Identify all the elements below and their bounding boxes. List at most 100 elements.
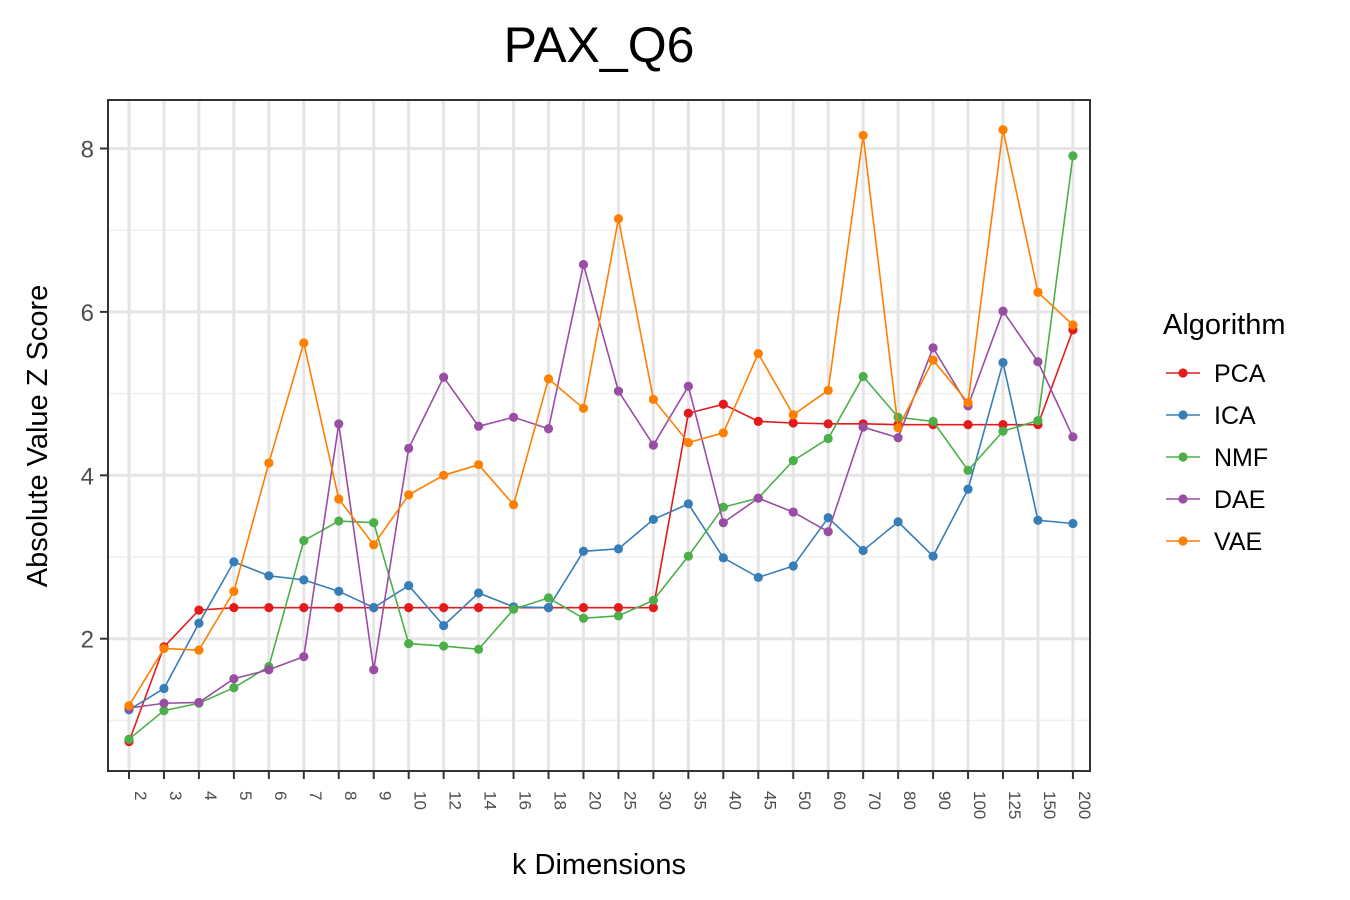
data-point-dae (439, 372, 449, 382)
data-point-dae (229, 674, 239, 684)
legend-label-nmf: NMF (1214, 444, 1268, 472)
data-point-ica (1033, 515, 1043, 525)
data-point-dae (998, 306, 1008, 316)
legend-key-point-dae (1178, 494, 1188, 504)
data-point-vae (508, 500, 519, 510)
data-point-pca (474, 603, 484, 613)
data-point-pca (404, 603, 414, 613)
data-point-vae (578, 403, 589, 413)
legend-key-point-ica (1178, 410, 1188, 420)
data-point-pca (998, 420, 1008, 430)
x-tick-label: 20 (585, 791, 604, 810)
y-tick-label: 6 (81, 300, 94, 327)
data-point-ica (648, 514, 659, 525)
data-point-dae (718, 518, 728, 528)
x-tick-label: 14 (481, 791, 500, 810)
plot-panel-border (107, 99, 1091, 772)
legend-key-point-vae (1178, 536, 1188, 546)
data-point-pca (229, 603, 239, 613)
data-point-pca (753, 416, 763, 426)
legend-item-vae: VAE (1166, 528, 1262, 556)
legend-key-point-pca (1178, 368, 1188, 378)
data-point-pca (334, 603, 344, 613)
series-line-vae (128, 129, 1074, 707)
data-point-ica (264, 571, 274, 581)
data-point-ica (299, 575, 309, 585)
x-tick-label: 150 (1040, 791, 1059, 819)
series-layer (124, 125, 1078, 747)
x-tick-label: 5 (236, 791, 255, 800)
data-point-vae (543, 374, 554, 384)
x-tick-label: 125 (1005, 791, 1024, 819)
data-point-dae (788, 507, 798, 517)
data-point-nmf (788, 455, 798, 466)
data-point-nmf (858, 371, 868, 382)
data-point-ica (823, 513, 833, 523)
data-point-vae (159, 643, 169, 654)
data-point-nmf (613, 611, 624, 621)
data-point-vae (893, 423, 903, 433)
data-point-dae (578, 259, 589, 270)
data-point-dae (299, 652, 309, 662)
data-point-vae (928, 355, 938, 365)
data-point-ica (1068, 518, 1078, 529)
x-tick-label: 50 (795, 791, 814, 810)
data-point-vae (229, 586, 239, 596)
data-point-nmf (1068, 151, 1078, 161)
data-point-dae (1068, 432, 1078, 442)
legend-key-point-nmf (1178, 452, 1188, 462)
data-point-ica (334, 586, 344, 596)
data-point-nmf (648, 595, 659, 605)
legend-label-pca: PCA (1214, 360, 1266, 388)
x-tick-label: 45 (760, 791, 779, 810)
y-axis-title: Absolute Value Z Score (22, 285, 54, 588)
x-tick-label: 60 (830, 791, 849, 810)
data-point-pca (299, 603, 309, 613)
x-tick-label: 90 (935, 791, 954, 810)
data-point-ica (928, 551, 938, 561)
data-point-nmf (124, 734, 134, 744)
data-point-vae (683, 438, 693, 448)
data-point-nmf (998, 426, 1008, 436)
x-tick-label: 70 (865, 791, 884, 810)
x-tick-label: 30 (655, 791, 674, 810)
x-tick-label: 3 (166, 791, 185, 800)
data-point-vae (963, 397, 973, 408)
data-point-ica (858, 545, 868, 556)
data-point-pca (718, 399, 728, 409)
legend: Algorithm PCA ICA NMF DAE VAE (1163, 309, 1286, 556)
data-point-ica (578, 546, 589, 556)
x-tick-label: 100 (970, 791, 989, 819)
data-point-nmf (928, 416, 938, 426)
x-tick-label: 8 (341, 791, 360, 800)
data-point-vae (299, 338, 309, 348)
data-point-nmf (229, 683, 239, 693)
data-point-nmf (159, 705, 169, 716)
x-tick-label: 40 (725, 791, 744, 810)
y-tick-label: 8 (81, 137, 94, 164)
data-point-vae (648, 394, 659, 404)
data-point-ica (998, 357, 1008, 368)
data-point-ica (439, 621, 449, 631)
legend-label-ica: ICA (1214, 402, 1256, 430)
data-point-dae (858, 422, 868, 432)
data-point-vae (194, 645, 204, 655)
data-point-ica (718, 553, 728, 563)
data-point-pca (963, 420, 973, 430)
data-point-ica (788, 561, 798, 571)
data-point-vae (124, 701, 134, 711)
data-point-vae (439, 470, 449, 480)
x-tick-label: 12 (446, 791, 465, 810)
legend-title: Algorithm (1163, 309, 1286, 341)
data-point-dae (159, 698, 169, 708)
legend-label-vae: VAE (1214, 528, 1262, 556)
data-point-vae (474, 460, 484, 470)
data-point-nmf (508, 604, 519, 614)
data-point-nmf (439, 641, 449, 651)
data-point-pca (439, 603, 449, 613)
data-point-dae (369, 665, 379, 675)
y-tick-label: 4 (81, 463, 94, 490)
